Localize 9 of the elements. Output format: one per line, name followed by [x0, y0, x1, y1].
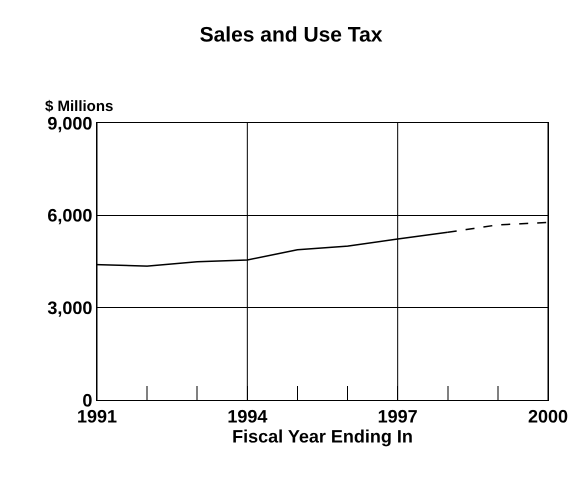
x-tick-label: 1994 — [227, 406, 268, 427]
chart-title: Sales and Use Tax — [200, 23, 383, 46]
x-tick-label: 1997 — [378, 406, 418, 427]
y-axis-title: $ Millions — [45, 98, 114, 115]
y-tick-label: 6,000 — [47, 206, 92, 226]
y-tick-label: 9,000 — [47, 113, 92, 134]
y-tick-label: 3,000 — [47, 298, 92, 318]
x-tick-label: 2000 — [528, 406, 568, 427]
x-axis-title: Fiscal Year Ending In — [232, 426, 413, 447]
